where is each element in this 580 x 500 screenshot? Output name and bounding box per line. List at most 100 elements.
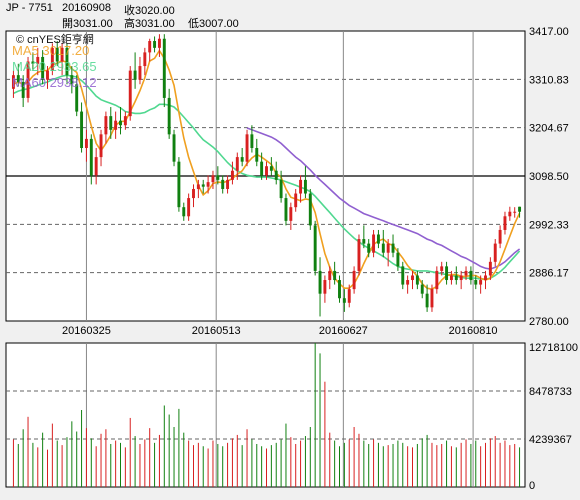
candle-body	[250, 134, 254, 149]
candle-body	[420, 284, 424, 294]
candle-body	[449, 275, 453, 281]
open-price: 開3031.00	[62, 18, 113, 30]
candle-body	[338, 280, 341, 299]
candle-body	[60, 47, 64, 62]
legend-ma20: MA20 2933.65	[12, 59, 97, 74]
candle-body	[318, 270, 322, 294]
candle-body	[187, 198, 191, 217]
candle-body	[357, 239, 361, 271]
candle-body	[513, 211, 517, 213]
volume-tick-label: 4239367	[529, 434, 572, 446]
candle-body	[162, 38, 166, 98]
candle-body	[119, 120, 122, 126]
candle-body	[328, 270, 332, 281]
candle-body	[454, 275, 458, 281]
candle-body	[518, 206, 522, 212]
candle-body	[299, 179, 303, 194]
volume-tick-label: 0	[529, 480, 535, 492]
volume-tick-label: 8478733	[529, 386, 572, 398]
candle-body	[148, 41, 152, 53]
candle-body	[274, 170, 278, 180]
candle-body	[381, 243, 385, 253]
volume-axis-labels: 12718100 8478733 4239367 0	[529, 342, 578, 492]
candle-body	[221, 179, 225, 189]
candle-body	[138, 66, 142, 80]
candle-body	[459, 275, 463, 281]
candle-body	[372, 234, 376, 253]
candle-body	[503, 216, 507, 230]
candle-body	[488, 261, 492, 276]
volume-bars	[12, 343, 521, 487]
candle-body	[216, 175, 220, 180]
price-tick-label: 2886.17	[529, 268, 569, 280]
candle-body	[362, 239, 366, 244]
candle-body	[157, 38, 161, 48]
candle-body	[128, 70, 132, 117]
candle-body	[172, 134, 176, 162]
candle-body	[347, 289, 351, 303]
candle-body	[11, 75, 15, 89]
candle-body	[16, 75, 20, 82]
candle-body	[474, 280, 478, 285]
candle-body	[46, 70, 49, 80]
candle-body	[109, 116, 113, 130]
candle-body	[367, 243, 371, 253]
candle-body	[415, 275, 419, 285]
price-tick-label: 3310.83	[529, 74, 569, 86]
candle-body	[36, 56, 40, 64]
legend-ma60: MA60 2938.12	[12, 75, 97, 90]
candle-body	[177, 161, 181, 208]
candle-body	[240, 157, 244, 162]
volume-grid	[6, 390, 525, 440]
candle-body	[196, 184, 200, 189]
candle-body	[70, 75, 74, 85]
candle-body	[235, 157, 239, 171]
candle-body	[89, 138, 93, 176]
candle-body	[167, 97, 171, 135]
candle-body	[201, 184, 205, 187]
candle-body	[352, 270, 356, 290]
high-price: 高3031.00	[124, 18, 175, 30]
candle-body	[255, 148, 259, 162]
candle-body	[153, 41, 157, 48]
candle-body	[294, 193, 298, 208]
candle-body	[123, 116, 127, 126]
candle-body	[303, 179, 307, 194]
candle-body	[94, 157, 98, 176]
watermark: © cnYES鉅亨網	[16, 34, 94, 46]
volume-panel	[5, 342, 526, 488]
candle-body	[80, 111, 84, 149]
price-tick-label: 2992.33	[529, 219, 569, 231]
candle-body	[75, 84, 79, 112]
candle-body	[211, 175, 215, 183]
candle-body	[376, 234, 380, 244]
date-axis-labels: 20160325 20160513 20160627 20160810	[62, 325, 498, 337]
candle-body	[50, 47, 54, 71]
candle-body	[464, 270, 468, 276]
candle-body	[99, 134, 103, 158]
candle-body	[406, 280, 410, 285]
candle-body	[104, 116, 108, 135]
quote-date: 20160908	[62, 2, 111, 14]
candle-body	[391, 243, 395, 253]
candle-body	[21, 81, 25, 98]
candle-body	[386, 243, 390, 253]
candle-body	[313, 225, 317, 271]
candle-body	[493, 243, 497, 262]
close-price: 收3020.00	[124, 5, 175, 17]
candle-body	[342, 298, 346, 303]
candle-body	[230, 170, 234, 180]
date-tick-label: 20160513	[192, 325, 241, 337]
candle-body	[279, 179, 283, 199]
candle-body	[425, 293, 429, 308]
candle-body	[26, 61, 30, 98]
candle-body	[396, 252, 400, 267]
candle-body	[114, 120, 118, 130]
candle-body	[469, 270, 473, 281]
volume-tick-label: 12718100	[529, 342, 578, 354]
candle-body	[55, 47, 59, 62]
date-tick-label: 20160325	[62, 325, 111, 337]
candle-body	[182, 207, 186, 217]
candle-body	[206, 182, 210, 187]
